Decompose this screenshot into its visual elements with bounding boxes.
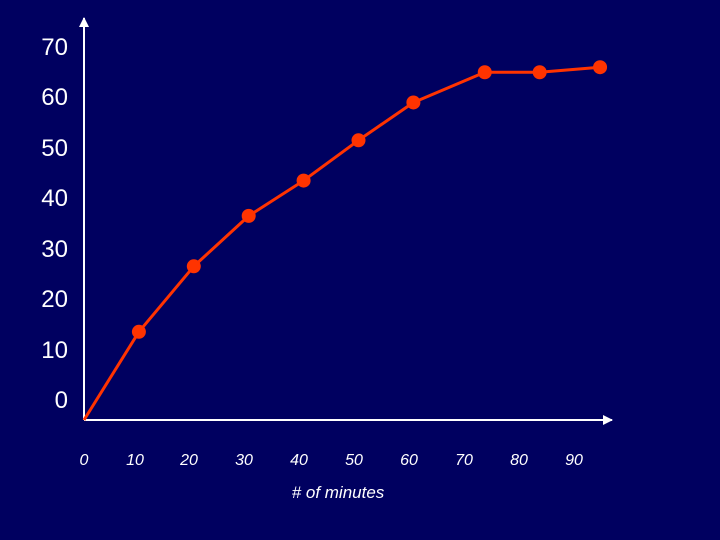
x-tick-label: 30 xyxy=(235,452,253,469)
data-point xyxy=(532,65,547,80)
data-point xyxy=(296,173,311,188)
data-point xyxy=(406,95,421,110)
series-layer xyxy=(82,60,608,421)
x-axis-label: # of minutes xyxy=(292,483,385,502)
y-tick-label: 10 xyxy=(41,337,68,364)
data-point xyxy=(593,60,608,75)
data-point xyxy=(351,133,366,148)
data-point xyxy=(186,259,201,274)
x-tick-labels: 0 10 20 30 40 50 60 70 80 90 xyxy=(80,452,583,469)
y-tick-label: 50 xyxy=(41,135,68,162)
y-tick-labels: 0 10 20 30 40 50 60 70 xyxy=(41,34,68,414)
x-tick-label: 70 xyxy=(455,452,473,469)
x-tick-label: 40 xyxy=(290,452,308,469)
y-tick-label: 60 xyxy=(41,84,68,111)
y-tick-label: 70 xyxy=(41,34,68,61)
x-tick-label: 90 xyxy=(565,452,583,469)
series-line xyxy=(82,65,601,421)
x-tick-label: 0 xyxy=(80,452,89,469)
data-point xyxy=(241,208,256,223)
data-point xyxy=(131,324,146,339)
y-tick-label: 30 xyxy=(41,236,68,263)
y-tick-label: 0 xyxy=(55,387,68,414)
x-tick-label: 20 xyxy=(179,452,198,469)
y-tick-label: 20 xyxy=(41,286,68,313)
x-tick-label: 80 xyxy=(510,452,528,469)
data-point xyxy=(477,65,492,80)
x-tick-label: 10 xyxy=(126,452,144,469)
y-tick-label: 40 xyxy=(41,185,68,212)
x-tick-label: 60 xyxy=(400,452,418,469)
x-tick-label: 50 xyxy=(345,452,363,469)
